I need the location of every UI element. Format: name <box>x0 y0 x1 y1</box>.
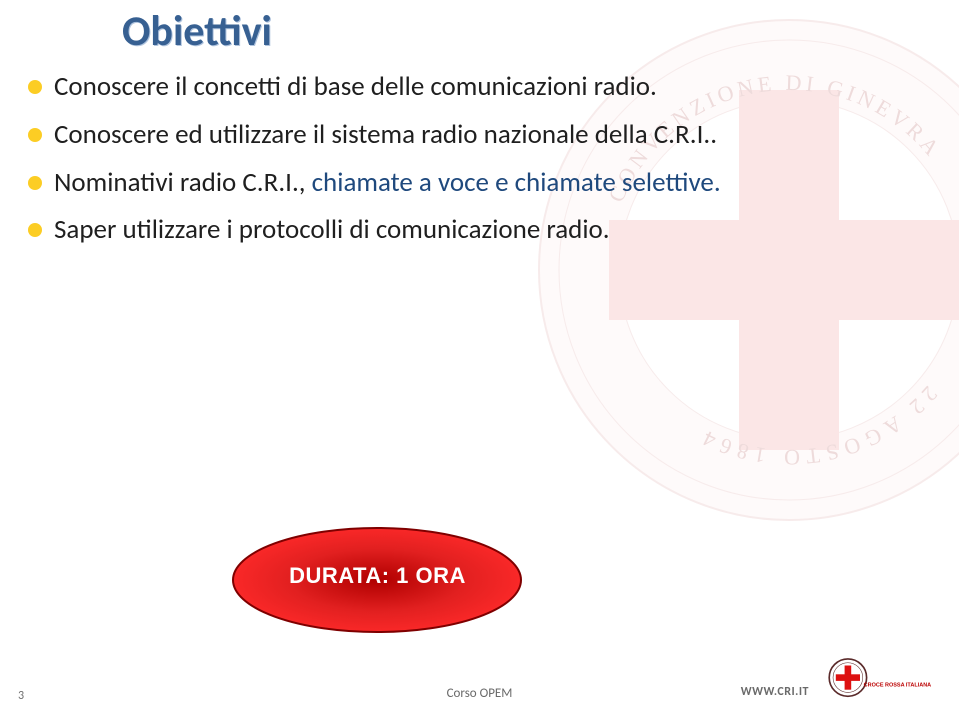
bullet-list: Conoscere il concetti di base delle comu… <box>26 70 759 261</box>
duration-callout: DURATA: 1 ORA <box>230 525 525 635</box>
bullet-item-4: Saper utilizzare i protocolli di comunic… <box>26 213 759 247</box>
bullet-text: Conoscere ed utilizzare il sistema radio… <box>54 118 717 151</box>
bullet-text-blue: chiamate a voce e chiamate selettive. <box>312 166 721 199</box>
bullet-item-1: Conoscere il concetti di base delle comu… <box>26 70 759 104</box>
footer-url: WWW.CRI.IT <box>741 685 809 699</box>
footer-center-text: Corso OPEM <box>0 686 959 701</box>
bullet-item-3: Nominativi radio C.R.I., chiamate a voce… <box>26 166 759 200</box>
bullet-text: Conoscere il concetti di base delle comu… <box>54 70 657 103</box>
bullet-item-2: Conoscere ed utilizzare il sistema radio… <box>26 118 759 152</box>
slide-title: Obiettivi <box>122 6 272 57</box>
cri-logo-icon: CROCE ROSSA ITALIANA <box>827 653 937 711</box>
slide: CONVENZIONE DI GINEVRA 22 AGOSTO 1864 Ob… <box>0 0 959 717</box>
bullet-text: Saper utilizzare i protocolli di comunic… <box>54 213 610 246</box>
callout-text: DURATA: 1 ORA <box>230 563 525 589</box>
bullet-text-prefix: Nominativi radio C.R.I., <box>54 166 312 199</box>
cri-brand-text: CROCE ROSSA ITALIANA <box>864 682 932 688</box>
